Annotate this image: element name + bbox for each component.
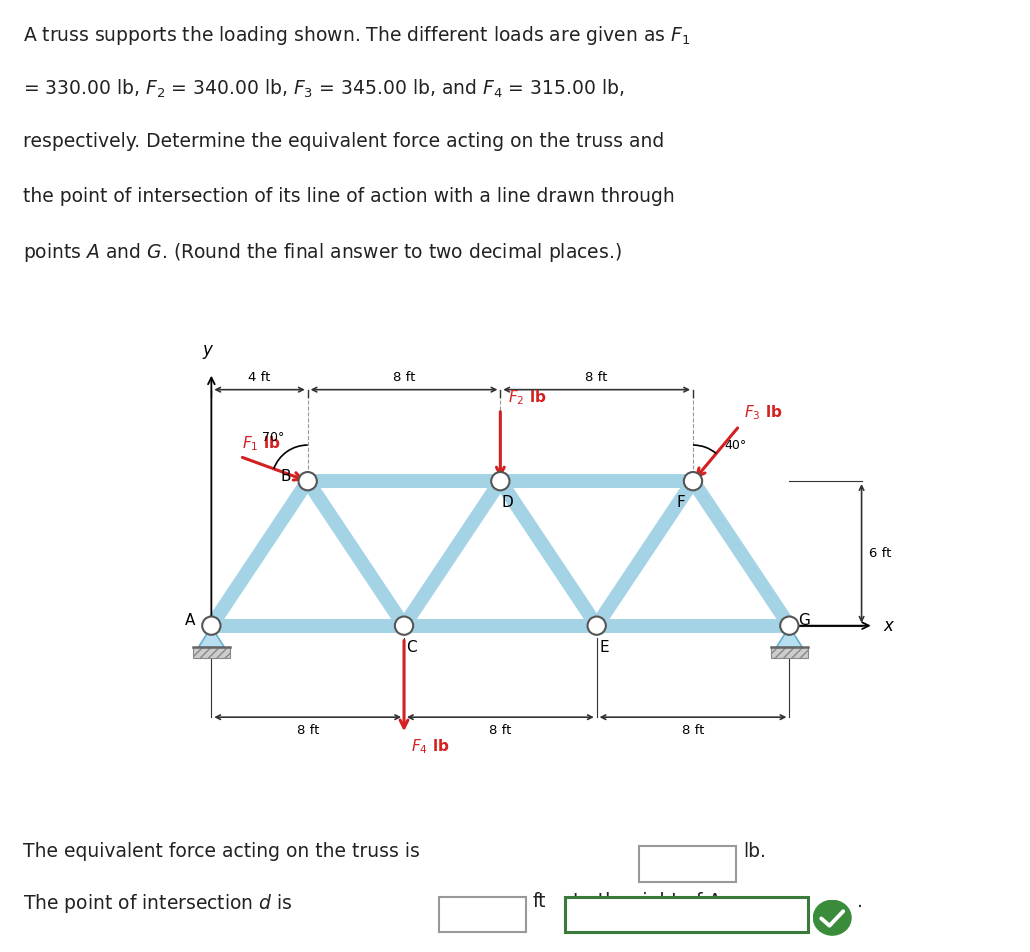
Polygon shape (193, 647, 230, 658)
Polygon shape (770, 647, 808, 658)
Text: 8 ft: 8 ft (297, 724, 319, 738)
Text: points $A$ and $G$. (Round the final answer to two decimal places.): points $A$ and $G$. (Round the final ans… (23, 241, 621, 264)
Polygon shape (777, 626, 802, 647)
Text: 8 ft: 8 ft (682, 724, 705, 738)
Text: $F_3$ lb: $F_3$ lb (745, 404, 783, 423)
Text: 6 ft: 6 ft (868, 546, 891, 560)
Text: $F_4$ lb: $F_4$ lb (411, 738, 450, 756)
Text: $F_2$ lb: $F_2$ lb (508, 387, 546, 407)
Text: 8 ft: 8 ft (489, 724, 512, 738)
Text: The equivalent force acting on the truss is: The equivalent force acting on the truss… (23, 842, 419, 861)
Circle shape (587, 617, 606, 635)
Text: $x$: $x$ (884, 617, 896, 635)
Text: G: G (798, 613, 810, 628)
Text: $F_1$ lb: $F_1$ lb (242, 434, 281, 453)
Text: = 330.00 lb, $F_2$ = 340.00 lb, $F_3$ = 345.00 lb, and $F_4$ = 315.00 lb,: = 330.00 lb, $F_2$ = 340.00 lb, $F_3$ = … (23, 78, 624, 100)
Text: A: A (184, 613, 195, 628)
Text: $y$: $y$ (202, 343, 214, 361)
Text: 40°: 40° (724, 439, 747, 451)
Text: lb.: lb. (744, 842, 766, 861)
Text: 70°: 70° (263, 431, 285, 445)
Polygon shape (199, 626, 225, 647)
Text: 8 ft: 8 ft (392, 370, 415, 384)
Text: .: . (857, 892, 863, 911)
Text: C: C (406, 640, 416, 655)
Circle shape (491, 472, 510, 490)
Text: E: E (599, 640, 609, 655)
Circle shape (394, 617, 413, 635)
Text: D: D (502, 495, 513, 510)
Circle shape (814, 901, 851, 935)
Text: ft: ft (533, 892, 546, 911)
Text: 4 ft: 4 ft (248, 370, 271, 384)
Circle shape (202, 617, 220, 635)
Text: to the right of A: to the right of A (573, 892, 721, 911)
Text: F: F (677, 495, 685, 510)
Circle shape (299, 472, 317, 490)
Text: the point of intersection of its line of action with a line drawn through: the point of intersection of its line of… (23, 187, 675, 206)
Text: B: B (281, 468, 291, 484)
Text: The point of intersection $d$ is: The point of intersection $d$ is (23, 892, 293, 915)
Circle shape (684, 472, 702, 490)
Text: 8 ft: 8 ft (585, 370, 608, 384)
Text: respectively. Determine the equivalent force acting on the truss and: respectively. Determine the equivalent f… (23, 132, 664, 151)
Circle shape (780, 617, 798, 635)
Text: A truss supports the loading shown. The different loads are given as $F_1$: A truss supports the loading shown. The … (23, 24, 690, 47)
